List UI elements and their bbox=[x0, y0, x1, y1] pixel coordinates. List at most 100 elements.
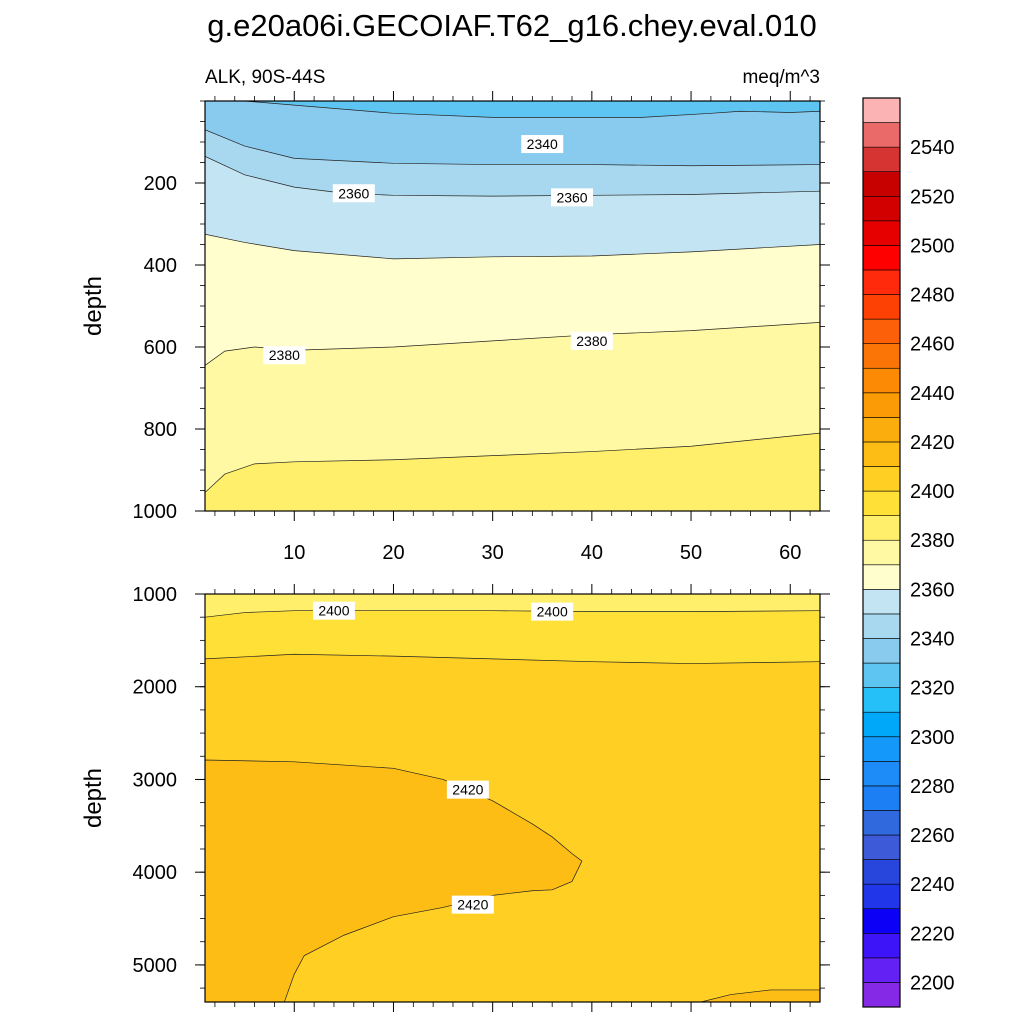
colorbar-swatch bbox=[862, 883, 901, 910]
contour-label: 2420 bbox=[446, 780, 489, 799]
svg-text:2360: 2360 bbox=[338, 185, 369, 201]
colorbar-label: 2440 bbox=[910, 383, 955, 405]
variable-region-label: ALK, 90S-44S bbox=[205, 67, 325, 88]
contour-label: 2420 bbox=[451, 895, 494, 914]
contour-label: 2400 bbox=[531, 602, 574, 621]
colorbar-label: 2260 bbox=[910, 825, 955, 847]
y-tick-label: 200 bbox=[144, 173, 177, 195]
colorbar-swatch bbox=[862, 687, 901, 713]
colorbar-swatch bbox=[862, 613, 901, 639]
colorbar-swatch bbox=[862, 515, 901, 541]
colorbar-swatch bbox=[862, 982, 901, 1008]
y-tick-label: 5000 bbox=[133, 955, 178, 977]
colorbar-label: 2320 bbox=[910, 678, 955, 700]
units-label: meq/m^3 bbox=[742, 67, 820, 88]
colorbar-swatch bbox=[862, 490, 901, 516]
contour-label: 2400 bbox=[312, 601, 355, 620]
colorbar-swatch bbox=[862, 367, 901, 394]
x-tick-label: 40 bbox=[581, 542, 603, 564]
colorbar-label: 2300 bbox=[910, 727, 955, 749]
colorbar-swatch bbox=[862, 392, 901, 418]
svg-text:2420: 2420 bbox=[457, 897, 488, 913]
colorbar-swatch bbox=[862, 97, 901, 123]
colorbar-label: 2380 bbox=[910, 530, 955, 552]
colorbar-swatch bbox=[862, 810, 901, 836]
colorbar-swatch bbox=[862, 589, 901, 615]
contour-label: 2340 bbox=[521, 135, 564, 154]
colorbar-label: 2240 bbox=[910, 874, 955, 896]
x-tick-label: 30 bbox=[482, 542, 504, 564]
x-tick-label: 50 bbox=[680, 542, 702, 564]
colorbar-swatch bbox=[862, 146, 901, 173]
upper-panel: 2340 2360 2360 2380 2380 200 400 600 800 1000 10 20… bbox=[80, 91, 830, 564]
colorbar-label: 2420 bbox=[910, 432, 955, 454]
colorbar-swatch bbox=[862, 785, 901, 811]
contour-line bbox=[205, 322, 820, 366]
svg-text:2400: 2400 bbox=[537, 604, 568, 620]
colorbar-swatch bbox=[862, 294, 901, 320]
svg-text:2400: 2400 bbox=[318, 603, 349, 619]
colorbar-swatch bbox=[862, 662, 901, 688]
y-axis-label: depth bbox=[80, 276, 107, 336]
colorbar-swatch bbox=[862, 859, 901, 885]
colorbar-swatch bbox=[862, 417, 901, 443]
x-tick-label: 10 bbox=[283, 542, 305, 564]
y-tick-label: 3000 bbox=[133, 769, 178, 791]
colorbar-swatch bbox=[862, 195, 901, 222]
y-tick-label: 1000 bbox=[133, 584, 178, 606]
colorbar-swatch bbox=[862, 220, 901, 246]
y-tick-label: 2000 bbox=[133, 677, 178, 699]
colorbar-label: 2480 bbox=[910, 285, 955, 307]
contour-line bbox=[205, 156, 820, 197]
contour-line bbox=[700, 989, 820, 1002]
colorbar-swatch bbox=[862, 957, 901, 983]
colorbar-label: 2520 bbox=[910, 186, 955, 208]
y-tick-label: 600 bbox=[144, 337, 177, 359]
colorbar-label: 2540 bbox=[910, 137, 955, 159]
colorbar-label: 2400 bbox=[910, 481, 955, 503]
lower-panel: 2400 2400 2420 2420 1000 2000 3000 4000 5000 dept… bbox=[80, 584, 830, 1012]
colorbar-swatch bbox=[862, 441, 901, 467]
contour-line bbox=[205, 610, 820, 618]
colorbar-swatch bbox=[862, 564, 901, 590]
colorbar-swatch bbox=[862, 245, 901, 271]
colorbar-label: 2460 bbox=[910, 334, 955, 356]
colorbar-label: 2360 bbox=[910, 579, 955, 601]
contour-label: 2380 bbox=[263, 346, 306, 365]
y-tick-label: 1000 bbox=[133, 501, 178, 523]
colorbar-swatch bbox=[862, 269, 901, 295]
y-tick-label: 4000 bbox=[133, 862, 178, 884]
colorbar-label: 2200 bbox=[910, 972, 955, 994]
colorbar-swatch bbox=[862, 539, 901, 566]
svg-text:2380: 2380 bbox=[576, 333, 607, 349]
colorbar-swatch bbox=[862, 711, 901, 738]
colorbar-swatch bbox=[862, 171, 901, 197]
contour-line bbox=[205, 653, 820, 664]
contour-line bbox=[205, 233, 820, 260]
colorbar-swatch bbox=[862, 122, 901, 148]
svg-text:2380: 2380 bbox=[269, 347, 300, 363]
colorbar-label: 2340 bbox=[910, 628, 955, 650]
x-tick-label: 60 bbox=[779, 542, 801, 564]
contour-line bbox=[205, 129, 820, 167]
contour-line bbox=[205, 432, 820, 493]
x-tick-label: 20 bbox=[382, 542, 404, 564]
colorbar-label: 2220 bbox=[910, 923, 955, 945]
colorbar-swatch bbox=[862, 638, 901, 664]
svg-text:2340: 2340 bbox=[527, 136, 558, 152]
colorbar-swatch bbox=[862, 908, 901, 934]
y-tick-label: 400 bbox=[144, 255, 177, 277]
svg-text:2420: 2420 bbox=[452, 782, 483, 798]
y-axis-label: depth bbox=[80, 768, 107, 828]
colorbar-label: 2500 bbox=[910, 235, 955, 257]
y-tick-label: 800 bbox=[144, 419, 177, 441]
plot-title: g.e20a06i.GECOIAF.T62_g16.chey.eval.010 bbox=[207, 8, 816, 43]
svg-text:2360: 2360 bbox=[556, 189, 587, 205]
contour-label: 2360 bbox=[332, 184, 375, 203]
colorbar: 2200 2220 2240 2260 2280 2300 2320 2340 2360 2380… bbox=[862, 97, 955, 1008]
contour-label: 2380 bbox=[570, 331, 613, 350]
colorbar-swatch bbox=[862, 761, 901, 787]
colorbar-swatch bbox=[862, 343, 901, 369]
colorbar-swatch bbox=[862, 318, 901, 344]
